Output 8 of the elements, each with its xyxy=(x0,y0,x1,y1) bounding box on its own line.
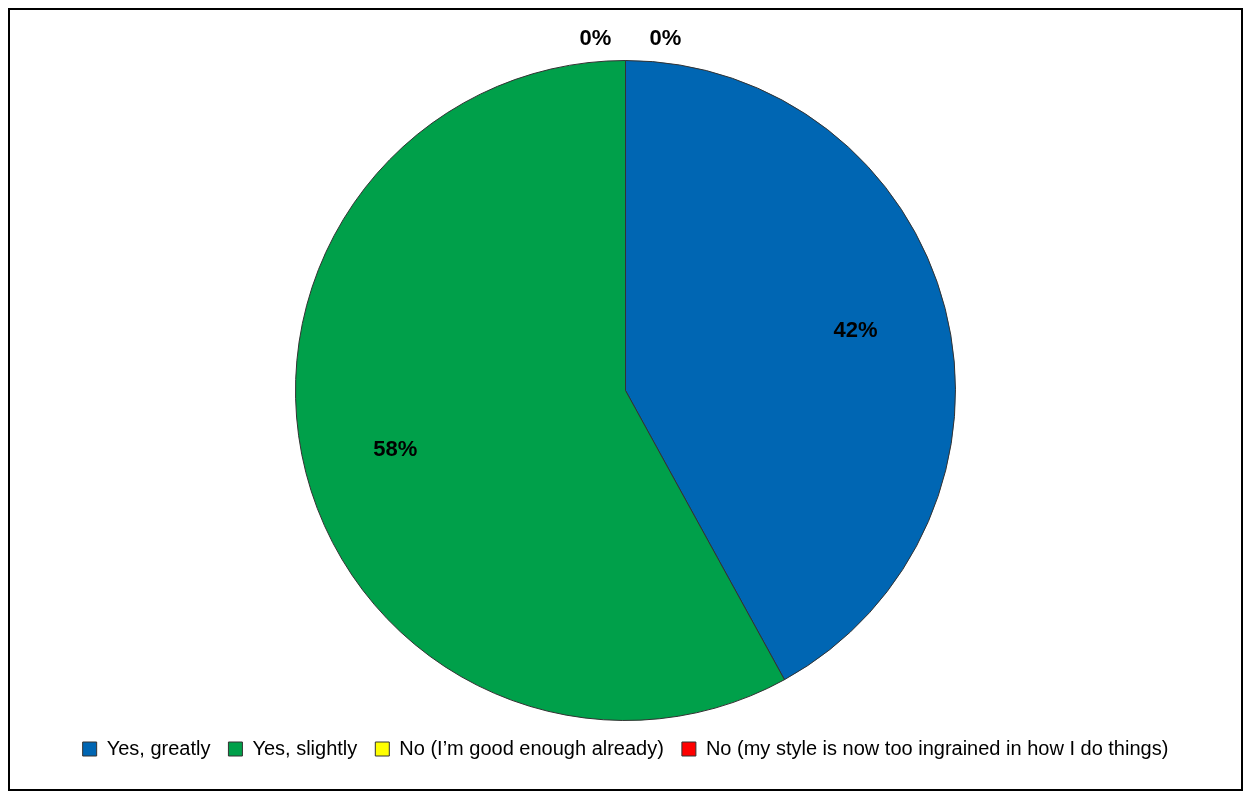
data-label: 58% xyxy=(373,435,418,461)
text: 0% xyxy=(579,24,612,50)
legend-label: No (I’m good enough already) xyxy=(399,736,664,759)
legend-label: Yes, slightly xyxy=(252,736,358,759)
data-label: 42% xyxy=(833,317,878,343)
legend-label: No (my style is now too ingrained in how I do things) xyxy=(705,736,1169,759)
legend-label: Yes, greatly xyxy=(106,736,211,759)
text: 0% xyxy=(649,24,682,50)
